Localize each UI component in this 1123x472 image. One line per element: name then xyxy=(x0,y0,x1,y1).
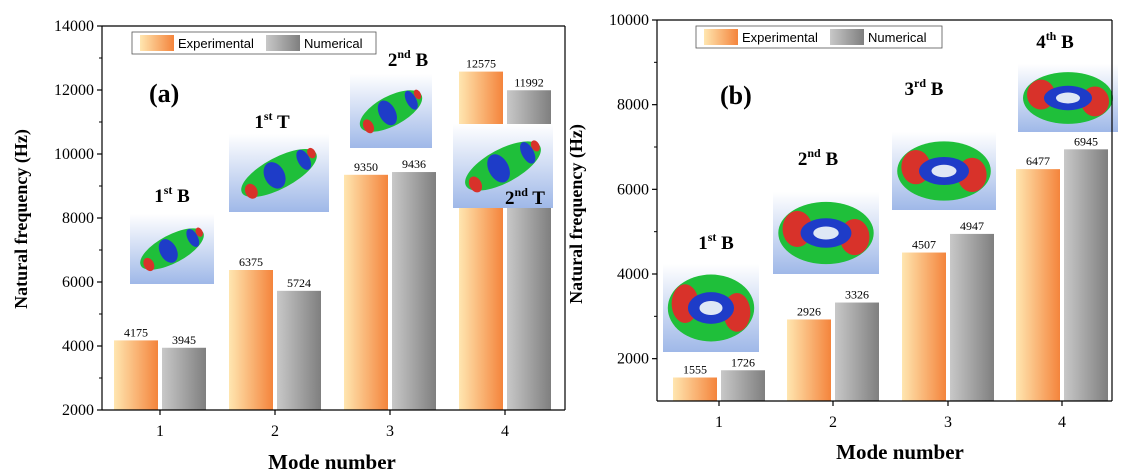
experimental-bar-4 xyxy=(1016,169,1060,401)
legend: Experimental Numerical xyxy=(695,25,943,49)
y-tick-label: 6000 xyxy=(617,181,649,198)
y-tick-label: 4000 xyxy=(617,266,649,283)
y-axis-title-b: Natural frequency (Hz) xyxy=(566,124,587,304)
experimental-bar-1 xyxy=(673,377,717,401)
bars-layer xyxy=(673,149,1108,401)
bar-value-label: 11992 xyxy=(514,75,544,89)
annotation-layer: 1555 2926 4507 6477 1726 3326 4947 6945 1st B 2nd… xyxy=(683,25,1098,377)
mode-label: 1st B xyxy=(698,230,734,254)
bar-value-label: 9350 xyxy=(354,160,378,174)
legend-entry: Experimental xyxy=(178,36,254,51)
mode-label: 2nd T xyxy=(505,185,545,209)
experimental-bar-1 xyxy=(114,340,158,410)
torsion-mode-shape-image xyxy=(229,134,329,212)
bending-mode-shape-image xyxy=(350,74,432,148)
bar-value-label: 6945 xyxy=(1074,134,1098,148)
mode-images-layer xyxy=(130,74,553,284)
y-tick-label: 12000 xyxy=(54,82,94,99)
x-axis-title-a: Mode number xyxy=(268,450,396,472)
bar-value-label: 3326 xyxy=(845,288,869,302)
bar-value-label: 1726 xyxy=(731,355,755,369)
legend-entry: Numerical xyxy=(304,36,363,51)
legend: Experimental Numerical xyxy=(131,31,377,55)
y-tick-label: 2000 xyxy=(617,351,649,368)
bar-value-label: 5724 xyxy=(287,276,311,290)
mode-label: 1st T xyxy=(254,109,290,133)
mode-label: 2nd B xyxy=(388,47,429,71)
y-axis-title-a: Natural frequency (Hz) xyxy=(11,129,32,309)
legend-entry: Numerical xyxy=(868,30,927,45)
legend-swatch-numerical xyxy=(266,35,300,51)
mode-images-layer xyxy=(663,64,1118,352)
x-axis-title-b: Mode number xyxy=(836,440,964,464)
y-tick-label: 4000 xyxy=(62,338,94,355)
bar-value-label: 4947 xyxy=(960,219,984,233)
y-tick-label: 8000 xyxy=(62,210,94,227)
experimental-bar-2 xyxy=(229,270,273,410)
numerical-bar-1 xyxy=(162,347,206,410)
annotation-layer: 4175 6375 9350 12575 3945 5724 9436 11992 1st B 1… xyxy=(124,31,545,347)
numerical-bar-2 xyxy=(277,290,321,410)
x-tick-label: 3 xyxy=(386,423,394,440)
panel-label-a: (a) xyxy=(149,79,179,108)
axes-layer: 2000 4000 6000 8000 10000 1 2 3 4 xyxy=(609,12,1113,431)
y-tick-label: 6000 xyxy=(62,274,94,291)
y-tick-label: 10000 xyxy=(54,146,94,163)
mode-label: 4th B xyxy=(1036,29,1074,53)
numerical-bar-1 xyxy=(721,370,765,401)
experimental-bar-2 xyxy=(787,319,831,401)
x-tick-label: 3 xyxy=(944,414,952,431)
chart-panel-b: 1555 2926 4507 6477 1726 3326 4947 6945 1st B 2nd… xyxy=(566,12,1118,464)
bar-value-label: 12575 xyxy=(466,57,496,71)
numerical-bar-3 xyxy=(950,233,994,401)
numerical-bar-3 xyxy=(392,172,436,410)
x-tick-label: 4 xyxy=(501,423,509,440)
legend-swatch-experimental xyxy=(704,29,738,45)
x-tick-label: 1 xyxy=(715,414,723,431)
bar-value-label: 4175 xyxy=(124,325,148,339)
legend-swatch-numerical xyxy=(830,29,864,45)
bar-value-label: 3945 xyxy=(172,333,196,347)
bar-value-label: 9436 xyxy=(402,157,426,171)
numerical-bar-2 xyxy=(835,302,879,401)
experimental-bar-3 xyxy=(902,252,946,401)
x-tick-label: 2 xyxy=(829,414,837,431)
y-tick-label: 10000 xyxy=(609,12,649,29)
x-tick-label: 2 xyxy=(271,423,279,440)
bar-value-label: 1555 xyxy=(683,363,707,377)
numerical-bar-4 xyxy=(1064,149,1108,401)
bending-mode-shape-image xyxy=(130,214,214,284)
axes-layer: 2000 4000 6000 8000 10000 12000 14000 1 2 3 4 xyxy=(54,18,566,440)
y-tick-label: 8000 xyxy=(617,97,649,114)
bar-value-label: 6375 xyxy=(239,255,263,269)
bar-value-label: 4507 xyxy=(912,238,936,252)
mode-label: 1st B xyxy=(154,183,190,207)
x-tick-label: 1 xyxy=(156,423,164,440)
chart-panel-a: 4175 6375 9350 12575 3945 5724 9436 11992 1st B 1… xyxy=(11,18,566,472)
torsion-mode-shape-image xyxy=(453,124,553,208)
mode-label: 2nd B xyxy=(798,146,839,170)
bending-mode-shape-image xyxy=(1018,64,1118,132)
bar-value-label: 6477 xyxy=(1026,154,1050,168)
mode-label: 3rd B xyxy=(905,76,944,100)
panel-label-b: (b) xyxy=(720,81,752,110)
bar-value-label: 2926 xyxy=(797,304,821,318)
bending-mode-shape-image xyxy=(663,264,759,352)
x-tick-label: 4 xyxy=(1058,414,1066,431)
y-tick-label: 14000 xyxy=(54,18,94,35)
experimental-bar-4 xyxy=(459,71,503,410)
legend-entry: Experimental xyxy=(742,30,818,45)
bending-mode-shape-image xyxy=(892,132,996,210)
experimental-bar-3 xyxy=(344,174,388,410)
y-tick-label: 2000 xyxy=(62,402,94,419)
bending-mode-shape-image xyxy=(773,192,879,274)
legend-swatch-experimental xyxy=(140,35,174,51)
